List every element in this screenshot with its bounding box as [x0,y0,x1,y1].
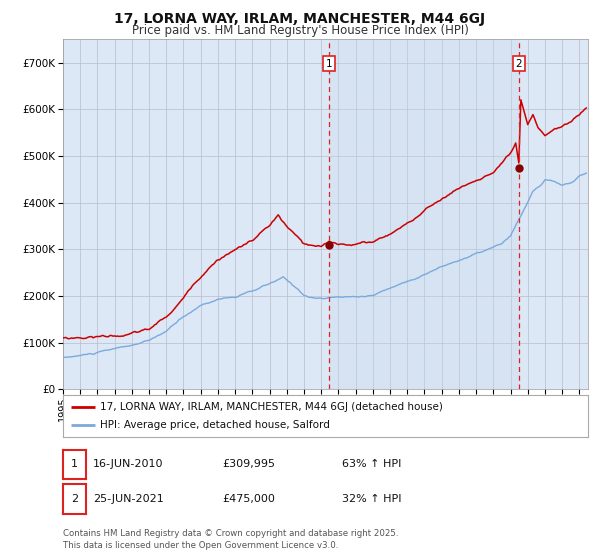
Text: 17, LORNA WAY, IRLAM, MANCHESTER, M44 6GJ: 17, LORNA WAY, IRLAM, MANCHESTER, M44 6G… [115,12,485,26]
Text: 32% ↑ HPI: 32% ↑ HPI [342,494,401,504]
Text: 2: 2 [515,59,522,69]
Text: 2: 2 [71,494,78,504]
Text: HPI: Average price, detached house, Salford: HPI: Average price, detached house, Salf… [100,420,329,430]
Text: 1: 1 [326,59,332,69]
Text: £309,995: £309,995 [222,459,275,469]
Text: 25-JUN-2021: 25-JUN-2021 [93,494,164,504]
Text: 17, LORNA WAY, IRLAM, MANCHESTER, M44 6GJ (detached house): 17, LORNA WAY, IRLAM, MANCHESTER, M44 6G… [100,402,443,412]
Text: Contains HM Land Registry data © Crown copyright and database right 2025.
This d: Contains HM Land Registry data © Crown c… [63,529,398,550]
Text: 1: 1 [71,459,78,469]
Text: 16-JUN-2010: 16-JUN-2010 [93,459,163,469]
Text: Price paid vs. HM Land Registry's House Price Index (HPI): Price paid vs. HM Land Registry's House … [131,24,469,37]
Text: 63% ↑ HPI: 63% ↑ HPI [342,459,401,469]
Bar [329,39,519,389]
Text: £475,000: £475,000 [222,494,275,504]
